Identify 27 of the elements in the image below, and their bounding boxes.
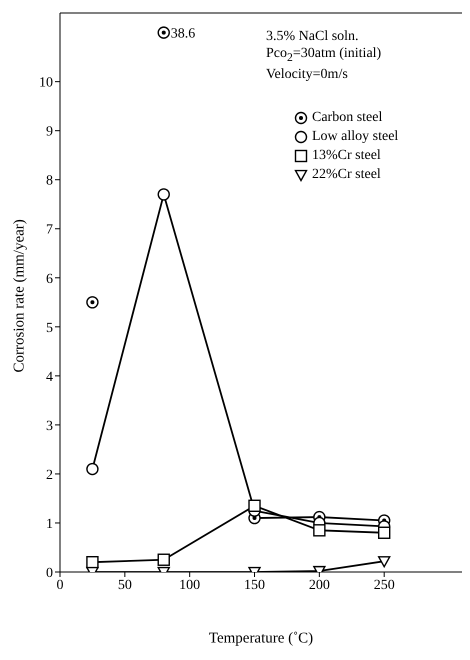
annotation: Velocity=0m/s bbox=[266, 66, 349, 83]
annotation: 38.6 bbox=[170, 26, 196, 42]
x-tick-label: 200 bbox=[308, 578, 330, 593]
annotation: Pco$_{2}$=30atm (initial) bbox=[266, 45, 382, 66]
legend-label: Carbon steel bbox=[312, 110, 382, 126]
y-tick-label: 1 bbox=[46, 516, 53, 532]
y-tick-label: 6 bbox=[46, 272, 53, 287]
y-tick-label: 0 bbox=[46, 566, 53, 581]
legend-label: Low alloy steel bbox=[312, 128, 398, 144]
y-tick-label: 5 bbox=[46, 320, 53, 336]
legend-label: 13%Cr steel bbox=[312, 148, 381, 164]
y-tick-label: 4 bbox=[46, 370, 53, 385]
y-tick-label: 7 bbox=[46, 222, 53, 238]
legend-label: 22%Cr steel bbox=[312, 166, 381, 182]
x-axis-title: Temperature (˚C) bbox=[208, 630, 314, 647]
x-tick-label: 0 bbox=[56, 578, 64, 593]
x-tick-label: 50 bbox=[118, 578, 132, 593]
x-tick-label: 100 bbox=[179, 578, 200, 593]
y-tick-label: 8 bbox=[46, 174, 53, 189]
y-axis-title: Corrosion rate (mm/year) bbox=[11, 219, 28, 372]
y-tick-label: 10 bbox=[39, 76, 53, 91]
x-tick-label: 150 bbox=[244, 578, 266, 593]
y-tick-label: 2 bbox=[46, 468, 53, 483]
y-tick-label: 3 bbox=[46, 418, 53, 434]
annotation: 3.5% NaCl soln. bbox=[266, 28, 360, 45]
y-tick-label: 9 bbox=[46, 124, 53, 140]
x-tick-label: 250 bbox=[374, 578, 395, 593]
